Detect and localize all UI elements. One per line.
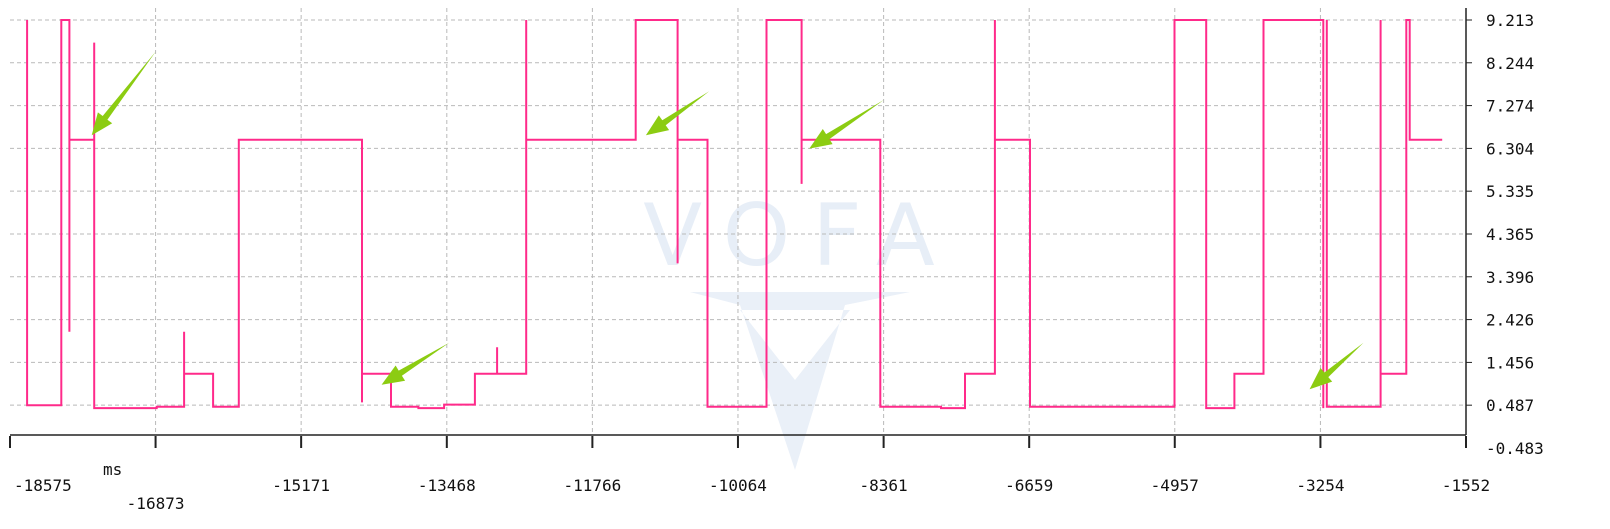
x-tick-label: -13468	[418, 476, 476, 495]
y-tick-label: 9.213	[1486, 11, 1534, 30]
vofa-watermark: VOFA	[643, 186, 956, 470]
x-unit-label: ms	[103, 460, 122, 479]
x-tick-label: -10064	[709, 476, 767, 495]
y-tick-label: 1.456	[1486, 353, 1534, 372]
annotation-arrow-icon	[645, 91, 710, 136]
y-tick-label: 4.365	[1486, 225, 1534, 244]
annotation-arrow-icon	[381, 342, 450, 385]
x-tick-label: -4957	[1151, 476, 1199, 495]
x-axis: -18575 -16873 -15171 -13468 -11766 -10064 -836…	[9, 434, 1490, 513]
series-line-0	[26, 19, 1443, 410]
series-layer	[26, 19, 1443, 410]
grid-lines	[10, 8, 1467, 434]
y-tick-label: 6.304	[1486, 139, 1534, 158]
x-tick-label: -18575	[14, 476, 72, 495]
x-tick-label: -6659	[1005, 476, 1053, 495]
y-tick-label: 7.274	[1486, 97, 1534, 116]
watermark-text: VOFA	[643, 186, 956, 286]
y-axis: 9.213 8.244 7.274 6.304 5.335 4.365 3.396 2.426…	[1465, 8, 1544, 458]
y-tick-label: 5.335	[1486, 182, 1534, 201]
y-tick-label: 3.396	[1486, 268, 1534, 287]
y-tick-label: 8.244	[1486, 54, 1534, 73]
x-tick-label: -15171	[272, 476, 330, 495]
x-tick-label: -16873	[127, 494, 185, 513]
x-tick-label: -11766	[563, 476, 621, 495]
x-tick-label: -8361	[860, 476, 908, 495]
annotation-arrow-icon	[1309, 342, 1364, 390]
y-tick-label: 0.487	[1486, 396, 1534, 415]
annotation-arrow-icon	[809, 100, 884, 149]
y-tick-label: 2.426	[1486, 311, 1534, 330]
annotation-layer	[91, 51, 1364, 390]
y-tick-label: -0.483	[1486, 439, 1544, 458]
x-tick-label: -1552	[1442, 476, 1490, 495]
annotation-arrow-icon	[91, 51, 156, 136]
watermark-logo-icon	[690, 292, 910, 470]
x-tick-label: -3254	[1296, 476, 1344, 495]
